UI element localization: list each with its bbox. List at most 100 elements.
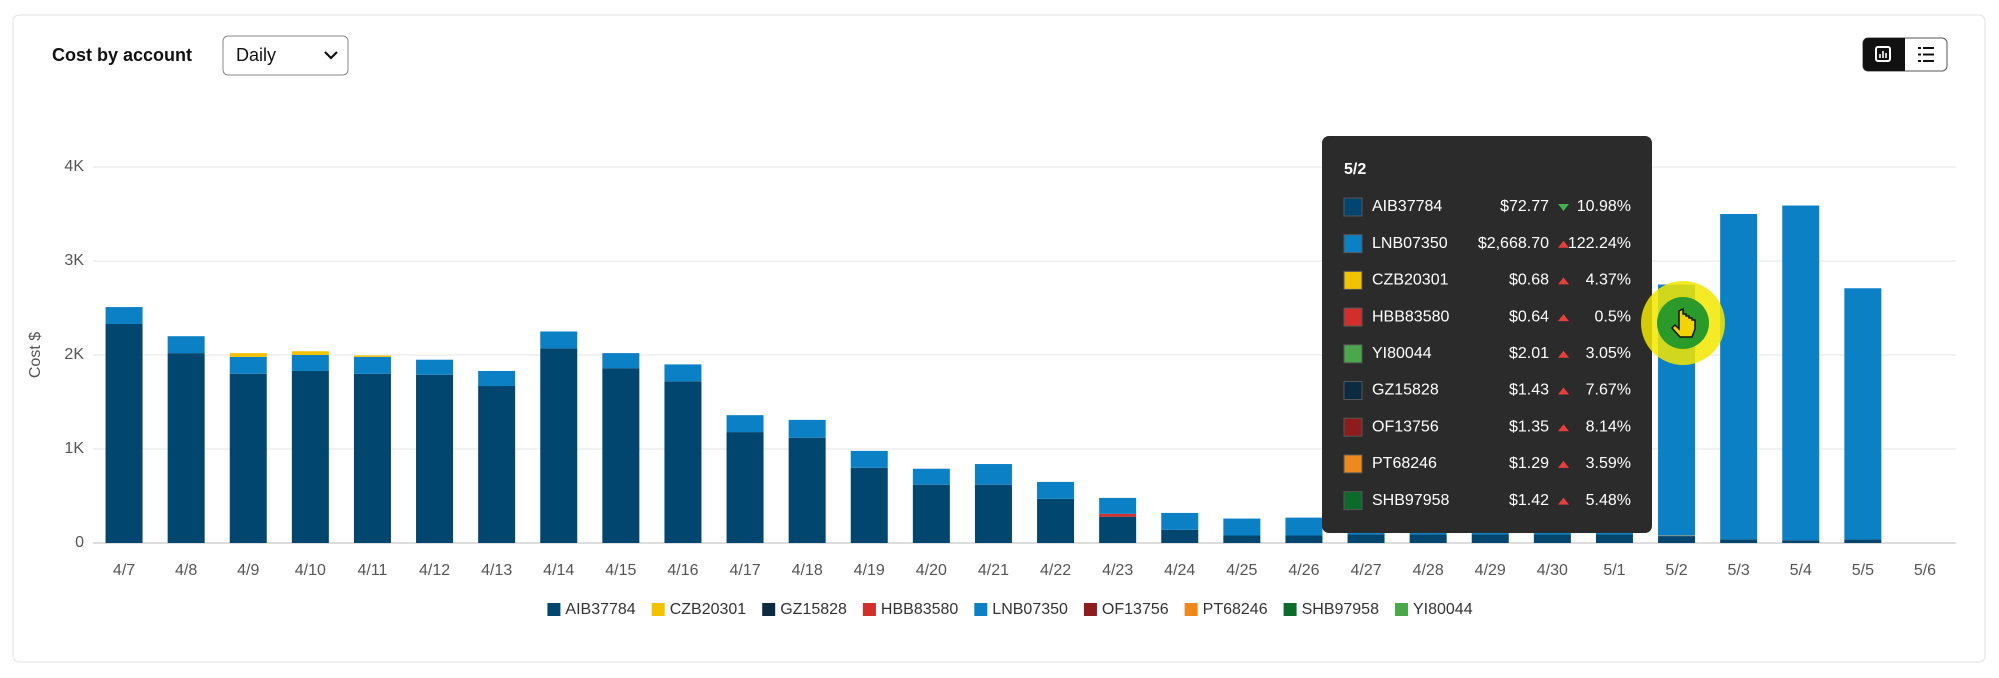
bar-segment [292, 355, 329, 371]
tooltip-name: GZ15828 [1372, 382, 1439, 399]
bar-segment [1348, 535, 1385, 543]
tooltip-swatch [1344, 198, 1362, 216]
bar-segment [416, 360, 453, 375]
tooltip-amount: $2.01 [1509, 345, 1549, 362]
tooltip-amount: $1.43 [1509, 382, 1549, 399]
x-tick-label: 4/26 [1288, 562, 1319, 579]
legend-label: SHB97958 [1302, 601, 1379, 618]
legend-swatch [974, 603, 987, 616]
bar-segment [354, 357, 391, 374]
x-tick-label: 5/6 [1914, 562, 1936, 579]
tooltip-amount: $1.35 [1509, 418, 1549, 435]
bar-segment [478, 371, 515, 386]
bar-segment [106, 307, 143, 324]
bar-segment [789, 420, 826, 438]
tooltip-swatch [1344, 492, 1362, 510]
bar-segment [1844, 288, 1881, 539]
tooltip-amount: $72.77 [1500, 198, 1549, 215]
bar-segment [230, 357, 267, 374]
x-tick-label: 4/12 [419, 562, 450, 579]
bar-segment [230, 353, 267, 357]
dropdown[interactable]: Daily [223, 36, 348, 75]
x-tick-label: 5/5 [1852, 562, 1874, 579]
bar-segment [540, 332, 577, 349]
bar-segment [975, 464, 1012, 485]
bar-segment [354, 355, 391, 356]
x-tick-label: 4/25 [1226, 562, 1257, 579]
x-tick-label: 4/7 [113, 562, 135, 579]
bar-segment [727, 415, 764, 432]
bar-segment [1099, 514, 1136, 517]
x-tick-label: 4/9 [237, 562, 259, 579]
bar-segment [168, 336, 205, 353]
bar-segment [602, 368, 639, 543]
bar-segment [1658, 536, 1695, 543]
legend-label: CZB20301 [670, 601, 747, 618]
tooltip-name: AIB37784 [1372, 198, 1442, 215]
tooltip-change: 8.14% [1586, 418, 1631, 435]
bar-segment [1285, 535, 1322, 543]
bar-segment [1782, 540, 1819, 543]
legend-label: GZ15828 [780, 601, 847, 618]
bar-segment [664, 364, 701, 381]
tooltip-swatch [1344, 235, 1362, 253]
bar-segment [478, 386, 515, 543]
legend-swatch [652, 603, 665, 616]
x-tick-label: 4/24 [1164, 562, 1195, 579]
tooltip-change: 7.67% [1586, 382, 1631, 399]
x-tick-label: 4/18 [792, 562, 823, 579]
x-tick-label: 4/27 [1350, 562, 1381, 579]
bar-segment [602, 353, 639, 368]
legend-label: AIB37784 [565, 601, 635, 618]
dropdown-value[interactable]: Daily [236, 45, 276, 65]
legend-swatch [762, 603, 775, 616]
bar-segment [1099, 498, 1136, 514]
legend-label: PT68246 [1203, 601, 1268, 618]
bar-segment [727, 432, 764, 543]
legend-label: LNB07350 [992, 601, 1068, 618]
y-tick-label: 1K [64, 440, 84, 457]
y-axis-label: Cost $ [27, 332, 44, 378]
bar-segment [1223, 535, 1260, 543]
bar-segment [851, 468, 888, 543]
tooltip-change: 4.37% [1586, 272, 1631, 289]
legend-label: OF13756 [1102, 601, 1169, 618]
x-tick-label: 4/16 [667, 562, 698, 579]
bar-segment [292, 351, 329, 355]
bar-segment [106, 324, 143, 543]
tooltip-change: 3.05% [1586, 345, 1631, 362]
x-tick-label: 4/28 [1413, 562, 1444, 579]
tooltip-swatch [1344, 382, 1362, 400]
tooltip-name: SHB97958 [1372, 492, 1449, 509]
bar-segment [1099, 517, 1136, 543]
y-tick-label: 3K [64, 252, 84, 269]
tooltip-name: YI80044 [1372, 345, 1432, 362]
bar-segment [1161, 513, 1198, 530]
x-tick-label: 4/11 [357, 562, 387, 579]
tooltip-change: 5.48% [1586, 492, 1631, 509]
bar-segment [1472, 535, 1509, 543]
tooltip-title: 5/2 [1344, 161, 1366, 178]
bar-segment [1037, 499, 1074, 543]
x-tick-label: 4/15 [605, 562, 636, 579]
bar-segment [1410, 535, 1447, 543]
view-toggle [1863, 38, 1947, 71]
bar-segment [1844, 539, 1881, 543]
y-tick-label: 0 [75, 534, 84, 551]
chart-view-button[interactable] [1863, 38, 1905, 71]
tooltip-swatch [1344, 271, 1362, 289]
bar-segment [1720, 539, 1757, 543]
tooltip-name: CZB20301 [1372, 272, 1449, 289]
x-tick-label: 4/10 [295, 562, 326, 579]
bar-segment [230, 374, 267, 543]
tooltip-name: OF13756 [1372, 418, 1439, 435]
x-tick-label: 4/14 [543, 562, 574, 579]
tooltip-change: 3.59% [1586, 455, 1631, 472]
x-tick-label: 4/21 [978, 562, 1009, 579]
bar-segment [1782, 206, 1819, 541]
legend-swatch [547, 603, 560, 616]
x-tick-label: 4/13 [481, 562, 512, 579]
x-tick-label: 5/3 [1728, 562, 1750, 579]
x-tick-label: 5/2 [1665, 562, 1687, 579]
